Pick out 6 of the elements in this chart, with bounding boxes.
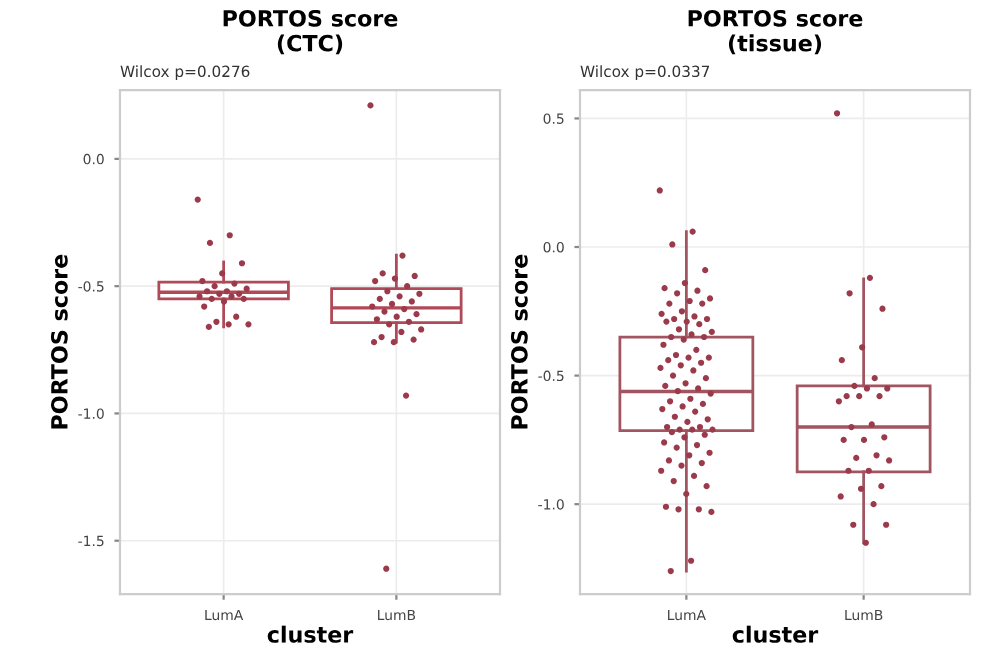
- y-axis-title: PORTOS score: [50, 254, 68, 429]
- x-axis-title: cluster: [267, 625, 354, 643]
- chart-title: PORTOS score (tissue): [688, 9, 863, 55]
- chart-title: PORTOS score (CTC): [223, 9, 398, 55]
- y-axis-title: PORTOS score: [510, 254, 528, 429]
- x-axis-title: cluster: [732, 625, 819, 643]
